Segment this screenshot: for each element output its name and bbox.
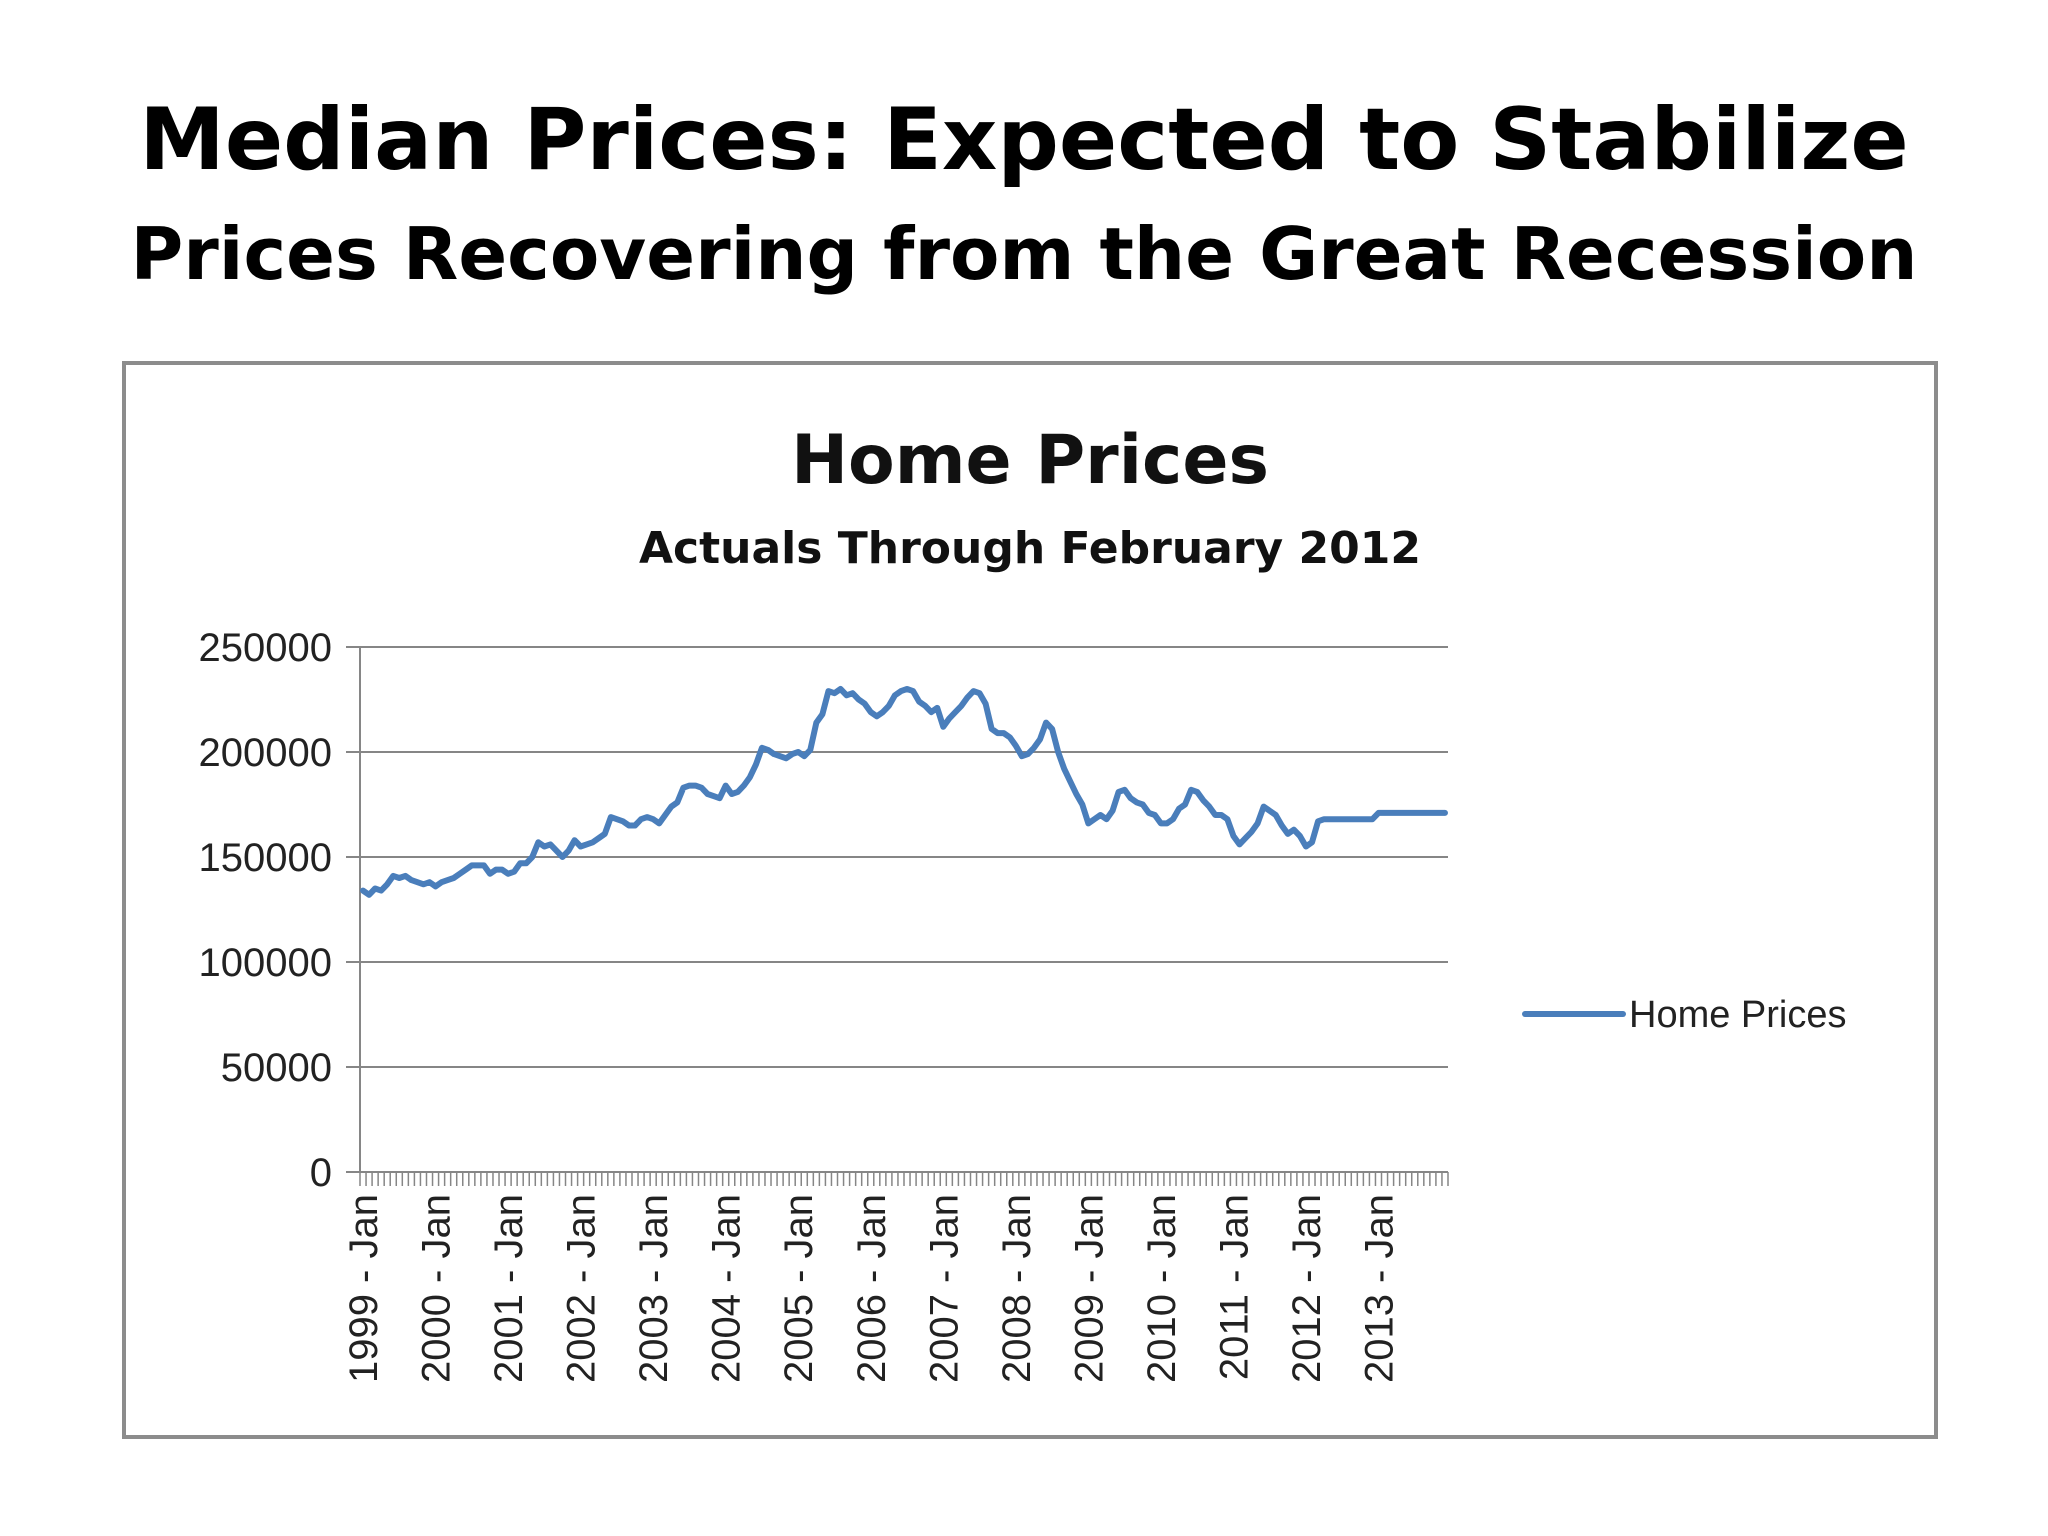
legend-label: Home Prices <box>1629 994 1847 1036</box>
chart-subtitle: Actuals Through February 2012 <box>639 523 1421 574</box>
slide-title: Median Prices: Expected to Stabilize <box>139 90 1909 190</box>
home-prices-chart: Home Prices Actuals Through February 201… <box>199 421 1847 1383</box>
series-layer <box>360 686 1448 898</box>
x-tick-label: 2013 - Jan <box>1357 1194 1401 1383</box>
x-tick-label: 2011 - Jan <box>1212 1194 1256 1380</box>
x-tick-label: 2005 - Jan <box>777 1194 821 1383</box>
y-tick-label: 200000 <box>199 731 332 775</box>
y-tick-label: 250000 <box>199 626 332 670</box>
slide-subtitle: Prices Recovering from the Great Recessi… <box>130 212 1918 296</box>
x-tick-label: 2009 - Jan <box>1067 1194 1111 1383</box>
x-tick-label: 2001 - Jan <box>487 1194 531 1383</box>
chart-title: Home Prices <box>791 421 1269 500</box>
x-tick-label: 2000 - Jan <box>415 1194 459 1383</box>
y-tick-label: 150000 <box>199 836 332 880</box>
series-line-home-prices <box>360 686 1448 898</box>
legend: Home Prices <box>1522 994 1847 1036</box>
x-tick-label: 2010 - Jan <box>1140 1194 1184 1383</box>
x-tick-label: 2007 - Jan <box>922 1194 966 1383</box>
x-axis-ticks: 1999 - Jan 2000 - Jan 2001 - Jan 2002 - Jan… <box>342 1172 1449 1383</box>
chart-frame: Home Prices Actuals Through February 201… <box>122 361 1938 1439</box>
x-tick-label: 2006 - Jan <box>850 1194 894 1383</box>
x-tick-label: 2004 - Jan <box>705 1194 749 1383</box>
x-tick-label: 2012 - Jan <box>1285 1194 1329 1383</box>
y-tick-label: 50000 <box>221 1046 332 1090</box>
x-tick-label: 2008 - Jan <box>995 1194 1039 1383</box>
y-axis-ticks: 0 50000 100000 150000 200000 250000 <box>199 626 360 1195</box>
axes <box>359 647 1448 1173</box>
y-tick-label: 0 <box>310 1151 332 1195</box>
x-tick-label: 1999 - Jan <box>342 1194 386 1383</box>
y-tick-label: 100000 <box>199 941 332 985</box>
gridlines <box>360 646 1448 1068</box>
x-tick-label: 2002 - Jan <box>560 1194 604 1383</box>
x-tick-label: 2003 - Jan <box>632 1194 676 1383</box>
